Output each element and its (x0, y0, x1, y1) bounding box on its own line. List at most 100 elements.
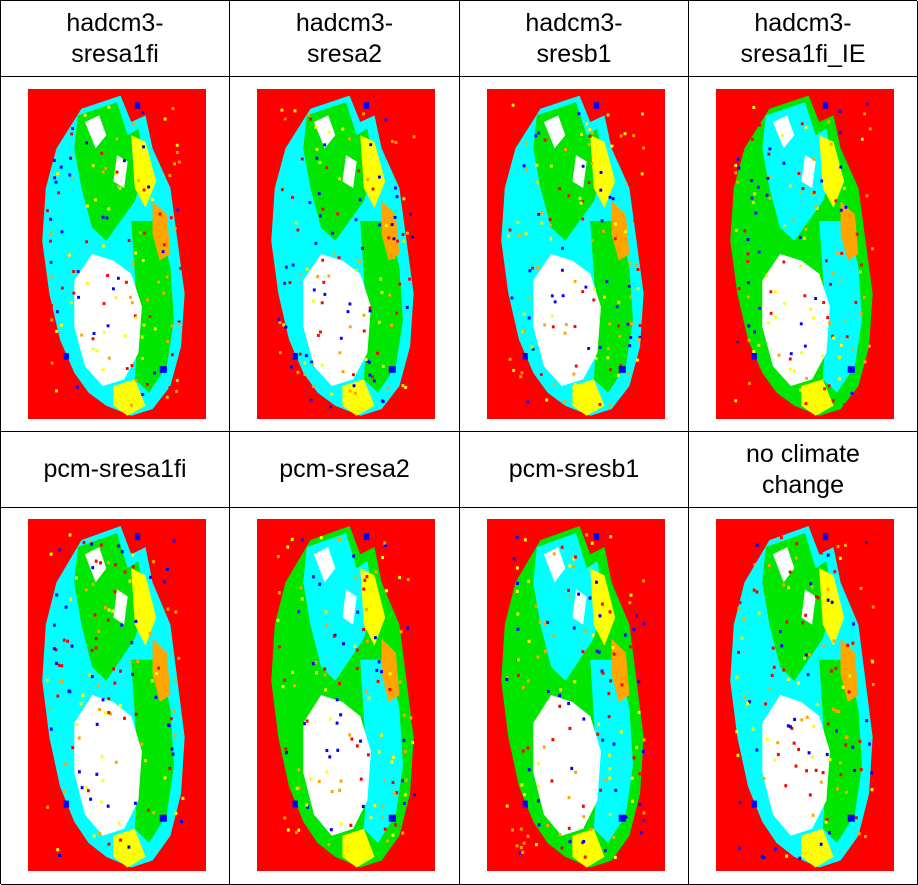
map-white-north (313, 547, 336, 583)
map-speckles (506, 103, 646, 407)
map-white-north (543, 115, 566, 149)
map-blue-spot (63, 800, 69, 808)
map-white-core (533, 695, 601, 836)
map-highland-east (840, 638, 859, 703)
map-blue-spot (751, 353, 757, 360)
map-white-core (303, 695, 371, 836)
map-white-mid (801, 155, 816, 188)
map-blue-spot (618, 366, 626, 373)
map-cell-hadcm3-sresb1 (460, 77, 689, 432)
map-blue-spot (822, 533, 829, 541)
map-cell-pcm-sresa1fi (1, 508, 230, 885)
map-blue-spot (363, 102, 370, 109)
map-white-north (543, 547, 566, 583)
map-blue-spot (751, 800, 757, 808)
map-highland-east (611, 201, 630, 261)
map-eastern-band (819, 659, 862, 843)
map-highland-north (819, 568, 845, 646)
map-blue-spot (522, 353, 528, 360)
map-speckles (274, 536, 417, 847)
map-cell-hadcm3-sresa1fi-ie (689, 77, 918, 432)
map-white-mid (113, 589, 128, 625)
map-speckles (734, 102, 876, 407)
map-eastern-band (590, 659, 633, 843)
map-highland-south (342, 828, 375, 868)
map-blue-spot (159, 366, 167, 373)
map-image (257, 89, 435, 419)
map-blue-spot (63, 353, 69, 360)
map-blue-spot (618, 814, 626, 822)
map-white-mid (342, 155, 357, 188)
map-eastern-band (590, 221, 633, 393)
map-svg (28, 89, 206, 419)
map-svg (257, 519, 435, 871)
header-hadcm3-sresa2: hadcm3- sresa2 (230, 1, 460, 77)
map-highland-east (152, 201, 171, 261)
header-pcm-sresa2: pcm-sresa2 (230, 432, 460, 508)
map-highland-east (840, 201, 859, 261)
map-image (716, 89, 894, 419)
map-eastern-band (360, 659, 403, 843)
map-speckles (505, 533, 646, 860)
header-hadcm3-sresa1fi: hadcm3- sresa1fi (1, 1, 230, 77)
map-blue-spot (159, 814, 167, 822)
map-white-mid (572, 589, 587, 625)
map-blue-spot (292, 800, 298, 808)
map-blue-spot (593, 533, 600, 541)
map-white-mid (113, 155, 128, 188)
map-white-core (533, 254, 601, 386)
map-white-north (84, 115, 107, 149)
map-svg (487, 89, 665, 419)
map-white-mid (342, 589, 357, 625)
map-image (487, 519, 665, 871)
header-hadcm3-sresa1fi-ie: hadcm3- sresa1fi_IE (689, 1, 918, 77)
map-image (487, 89, 665, 419)
map-image (257, 519, 435, 871)
map-image (28, 89, 206, 419)
map-svg (487, 519, 665, 871)
map-blue-spot (134, 533, 141, 541)
map-highland-north (819, 135, 845, 208)
map-blue-spot (822, 102, 829, 109)
map-highland-north (360, 568, 386, 646)
map-blue-spot (388, 366, 396, 373)
map-svg (28, 519, 206, 871)
map-blue-spot (847, 366, 855, 373)
map-highland-north (590, 135, 616, 208)
map-white-north (772, 115, 795, 149)
map-cell-hadcm3-sresa1fi (1, 77, 230, 432)
map-white-core (74, 254, 142, 386)
map-eastern-band (131, 659, 174, 843)
header-pcm-sresa1fi: pcm-sresa1fi (1, 432, 230, 508)
header-pcm-sresb1: pcm-sresb1 (460, 432, 689, 508)
map-highland-east (152, 638, 171, 703)
map-speckles (277, 102, 417, 409)
map-cell-pcm-sresb1 (460, 508, 689, 885)
map-speckles (46, 103, 183, 409)
map-highland-south (113, 379, 146, 416)
map-highland-south (572, 379, 605, 416)
map-highland-south (342, 379, 375, 416)
header-no-climate-change: no climate change (689, 432, 918, 508)
map-blue-spot (134, 102, 141, 109)
map-image (716, 519, 894, 871)
map-blue-spot (292, 353, 298, 360)
header-hadcm3-sresb1: hadcm3- sresb1 (460, 1, 689, 77)
map-speckles (45, 533, 185, 858)
map-highland-north (590, 568, 616, 646)
map-cell-no-climate-change (689, 508, 918, 885)
map-blue-spot (388, 814, 396, 822)
map-highland-south (572, 828, 605, 868)
map-svg (716, 89, 894, 419)
map-highland-north (360, 135, 386, 208)
map-cell-pcm-sresa2 (230, 508, 460, 885)
map-highland-north (131, 135, 157, 208)
map-highland-east (381, 638, 400, 703)
map-white-core (303, 254, 371, 386)
map-white-core (762, 254, 830, 386)
map-blue-spot (847, 814, 855, 822)
map-eastern-band (360, 221, 403, 393)
map-highland-north (131, 568, 157, 646)
map-cell-hadcm3-sresa2 (230, 77, 460, 432)
